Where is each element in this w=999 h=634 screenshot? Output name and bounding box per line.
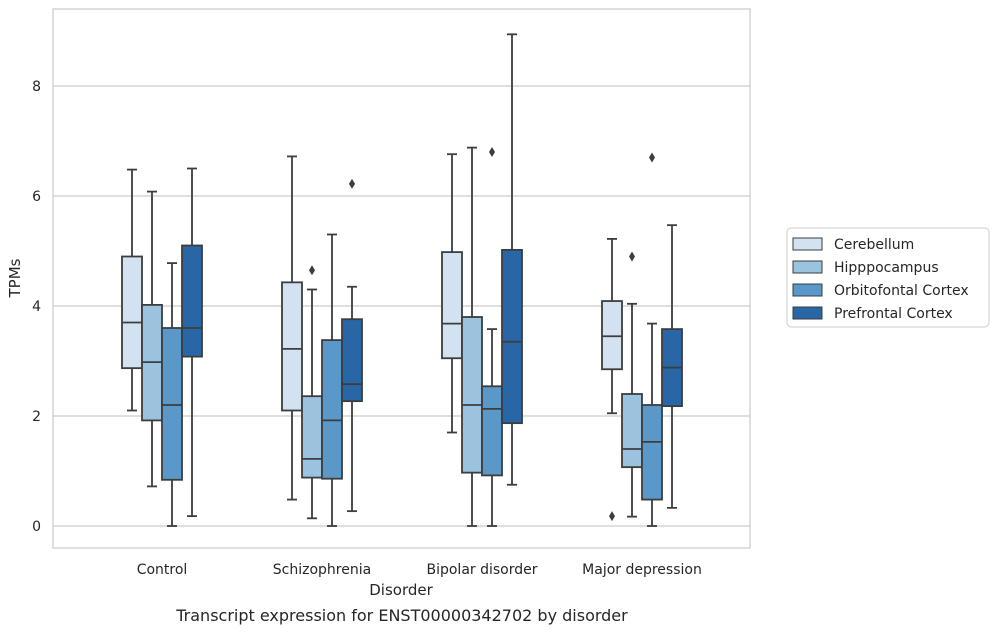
iqr-box	[181, 244, 203, 358]
x-axis-label: Disorder	[369, 581, 433, 599]
legend-swatch	[792, 306, 823, 320]
x-tick-label: Major depression	[582, 562, 702, 578]
box-cerebellum	[441, 153, 463, 434]
x-tick-label: Bipolar disorder	[426, 562, 537, 578]
iqr-box	[621, 393, 643, 469]
y-tick-label: 8	[32, 79, 41, 95]
legend-swatch	[792, 260, 823, 274]
box-hipppocampus	[141, 190, 163, 488]
box-prefrontal-cortex	[341, 178, 363, 513]
box-orbitofontal-cortex	[641, 152, 663, 527]
outlier-point	[489, 147, 495, 157]
x-tick-label: Schizophrenia	[273, 562, 371, 578]
plot-frame	[52, 8, 751, 549]
box-orbitofontal-cortex	[481, 147, 503, 527]
legend-frame	[786, 227, 990, 328]
outlier-point	[649, 152, 655, 163]
box-hipppocampus	[461, 146, 483, 527]
chart-caption: Transcript expression for ENST0000034270…	[176, 606, 628, 625]
iqr-box	[161, 327, 183, 481]
iqr-box	[341, 318, 363, 403]
iqr-box	[641, 404, 663, 501]
box-orbitofontal-cortex	[161, 262, 183, 527]
box-orbitofontal-cortex	[321, 233, 343, 527]
outlier-point	[609, 511, 615, 522]
iqr-box	[301, 395, 323, 479]
y-tick-label: 6	[32, 189, 41, 205]
y-tick-label: 4	[32, 299, 41, 315]
iqr-box	[281, 281, 303, 412]
legend-label: Hipppocampus	[834, 260, 939, 276]
iqr-box	[321, 339, 343, 480]
y-tick-label: 2	[32, 409, 41, 425]
y-axis-ticks: 0 2 4 6 8	[32, 79, 41, 535]
box-hipppocampus	[621, 251, 643, 518]
box-hipppocampus	[301, 265, 323, 520]
legend-label: Cerebellum	[834, 237, 914, 253]
box-prefrontal-cortex	[181, 167, 203, 517]
outlier-point	[309, 265, 315, 276]
legend: Cerebellum Hipppocampus Orbitofontal Corte…	[786, 227, 990, 328]
box-prefrontal-cortex	[501, 33, 523, 486]
outlier-point	[349, 178, 355, 189]
iqr-box	[601, 300, 623, 371]
legend-swatch	[792, 237, 823, 251]
y-axis-label: TPMs	[6, 258, 24, 298]
legend-swatch	[792, 283, 823, 297]
box-cerebellum	[281, 155, 303, 501]
iqr-box	[461, 316, 483, 474]
iqr-box	[481, 385, 503, 477]
iqr-box	[501, 248, 523, 425]
box-cerebellum	[601, 237, 623, 522]
box-cerebellum	[121, 168, 143, 412]
box-prefrontal-cortex	[661, 224, 683, 509]
legend-label: Orbitofontal Cortex	[834, 283, 969, 299]
iqr-box	[121, 255, 143, 370]
x-tick-label: Control	[137, 562, 188, 578]
box-plot-series	[121, 33, 683, 527]
y-tick-label: 0	[32, 519, 41, 535]
x-axis-ticks: Control Schizophrenia Bipolar disorder Majo…	[137, 562, 702, 578]
legend-label: Prefrontal Cortex	[834, 306, 953, 322]
outlier-point	[629, 251, 635, 262]
iqr-box	[441, 251, 463, 360]
